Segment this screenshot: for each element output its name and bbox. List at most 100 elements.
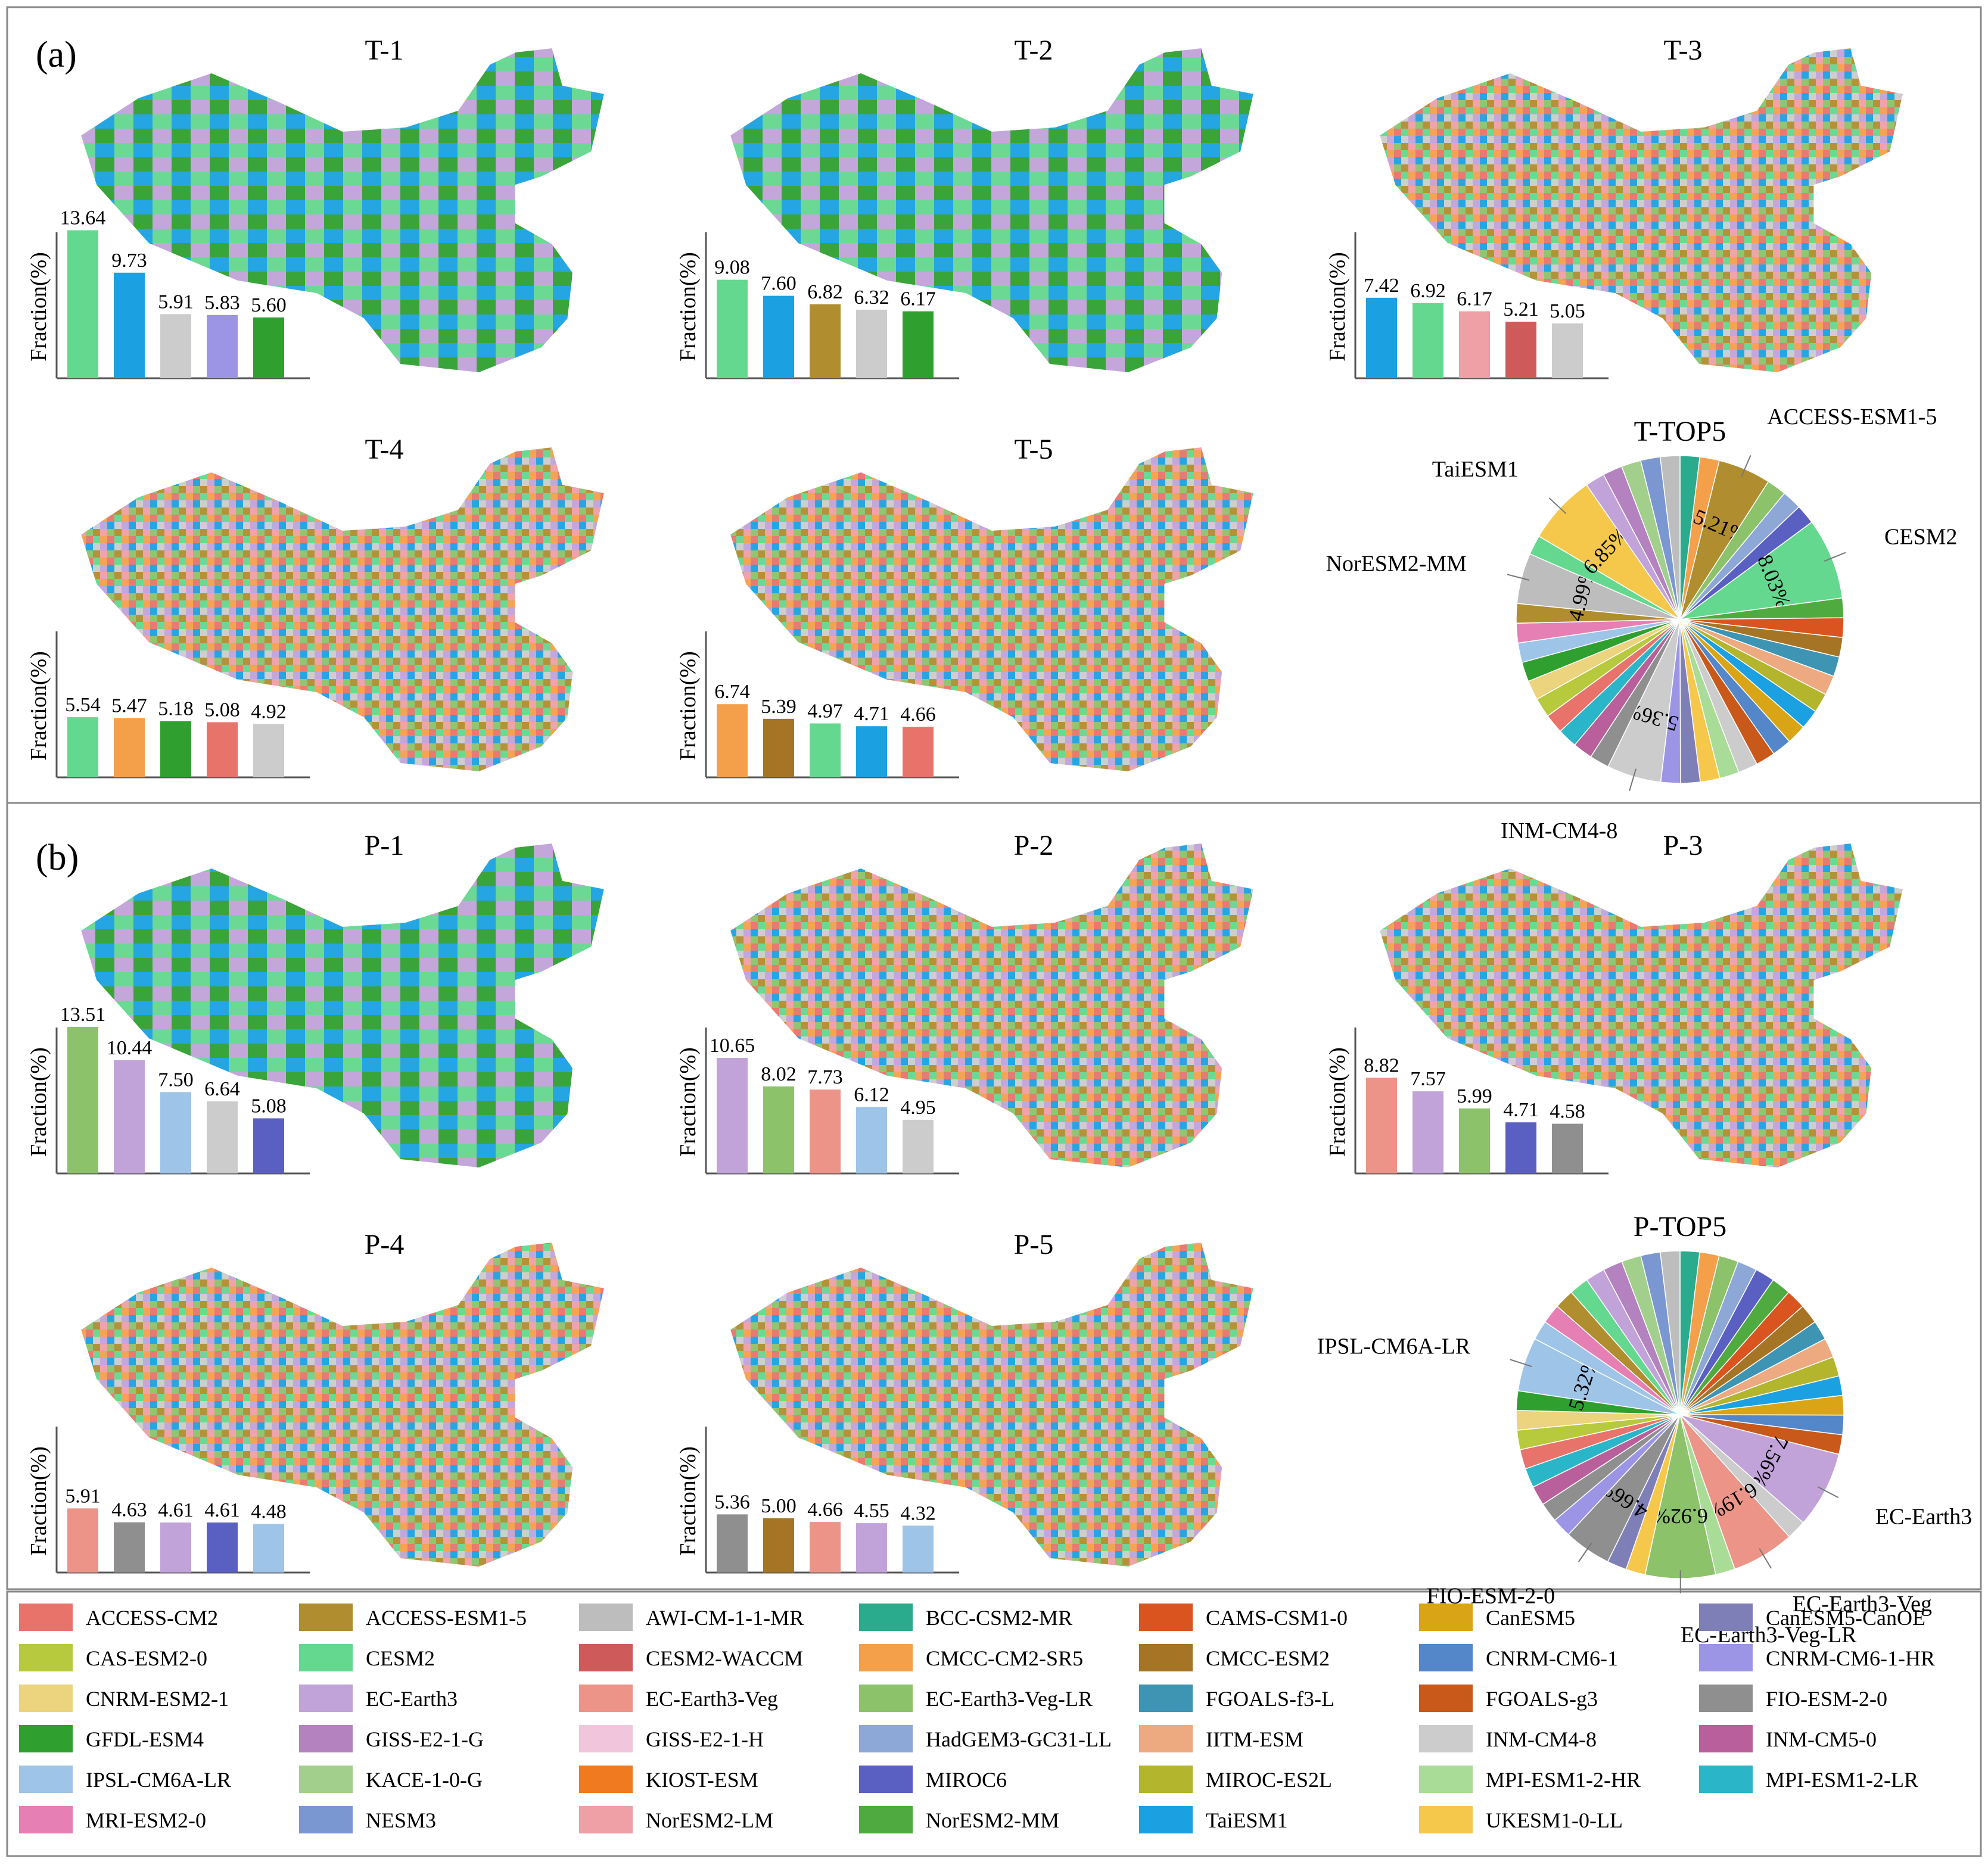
legend-label: NorESM2-LM [646,1808,773,1832]
china-map [729,1241,1255,1568]
legend-label: TaiESM1 [1206,1808,1287,1832]
pie-model-label: NorESM2-MM [1326,552,1467,577]
bar-value-label: 5.91 [65,1485,101,1507]
pie-leader-line [1510,1359,1532,1368]
legend-swatch [579,1685,633,1712]
legend-swatch [19,1685,73,1712]
bar [856,309,887,378]
bar-value-label: 8.02 [761,1063,797,1085]
legend-label: MIROC6 [926,1768,1007,1792]
bar-value-label: 5.99 [1457,1085,1492,1107]
legend-label: EC-Earth3-Veg [646,1687,778,1711]
bar [1552,1123,1583,1173]
legend-label: EC-Earth3-Veg-LR [926,1687,1093,1711]
legend-label: CanESM5-CanOE [1766,1606,1925,1630]
legend-swatch [299,1725,353,1752]
legend-label: CAS-ESM2-0 [86,1646,207,1670]
legend-swatch [299,1806,353,1833]
panel-title: P-3 [1663,830,1703,861]
legend-label: BCC-CSM2-MR [926,1606,1072,1630]
legend-label: FGOALS-f3-L [1206,1687,1334,1711]
bar-value-label: 5.91 [158,291,194,313]
bar [763,295,794,378]
china-map [1378,842,1905,1169]
bar-value-label: 5.39 [761,696,797,718]
bar [856,1107,887,1173]
bar [717,1514,748,1573]
bar [717,279,748,378]
legend-swatch [19,1725,73,1752]
legend-label: GISS-E2-1-H [646,1727,764,1751]
bar-value-label: 4.32 [900,1502,936,1524]
legend-swatch [859,1725,913,1752]
bar-value-label: 5.47 [111,695,147,717]
panel-title: P-5 [1014,1229,1054,1260]
legend-swatch [1139,1604,1193,1631]
bar [67,1026,98,1173]
bar [207,315,238,378]
pie-title: P-TOP5 [1634,1211,1727,1243]
model-legend: ACCESS-CM2 ACCESS-ESM1-5 AWI-CM-1-1-MR BCC-… [19,1604,1935,1833]
pie-leader-line [1507,574,1530,581]
china-map [79,46,606,374]
bar-value-label: 6.92 [1410,280,1446,302]
bar-value-label: 5.83 [204,292,240,314]
bar [67,1508,98,1573]
bar [253,1118,284,1173]
bar-value-label: 5.08 [204,699,240,721]
panel-title: T-5 [1015,434,1053,465]
legend-label: IITM-ESM [1206,1727,1303,1751]
bar [160,1522,191,1573]
legend-label: CESM2 [366,1646,435,1670]
panel-b-frame [6,802,1982,1590]
bar [1552,323,1583,378]
bar [810,304,841,378]
bar [207,1522,238,1573]
bar-value-label: 4.71 [854,703,889,725]
legend-label: CESM2-WACCM [646,1646,803,1670]
china-map [79,446,606,773]
pie-model-label: CESM2 [1884,524,1957,549]
legend-label: CNRM-CM6-1 [1486,1646,1618,1670]
legend-label: NESM3 [366,1808,436,1832]
panel-a-label: (a) [36,35,77,75]
china-map [729,842,1255,1169]
bar [1459,1108,1490,1173]
bar-value-label: 4.92 [251,700,287,723]
bar-value-label: 4.61 [204,1499,240,1521]
legend-label: ACCESS-CM2 [86,1606,218,1630]
legend-label: IPSL-CM6A-LR [86,1768,231,1792]
legend-swatch [1699,1725,1753,1752]
legend-label: INM-CM4-8 [1486,1727,1597,1751]
bar [763,1518,794,1573]
legend-label: MIROC-ES2L [1206,1768,1332,1792]
legend-label: FGOALS-g3 [1486,1687,1598,1711]
y-axis-label: Fraction(%) [26,252,51,362]
legend-label: KIOST-ESM [646,1768,758,1792]
bar [856,1523,887,1573]
legend-label: MRI-ESM2-0 [86,1808,206,1832]
y-axis-label: Fraction(%) [26,1047,51,1157]
legend-swatch [299,1604,353,1631]
bar-value-label: 7.60 [761,273,797,295]
bar [1366,1078,1397,1173]
china-map [729,446,1255,773]
bar-value-label: 13.51 [60,1004,106,1026]
legend-swatch [1419,1725,1473,1752]
bar-value-label: 4.97 [807,700,843,722]
legend-swatch [19,1806,73,1833]
legend-swatch [1139,1766,1193,1793]
legend-swatch [579,1644,633,1671]
pie-leader-line [1818,1486,1839,1498]
bar-value-label: 10.44 [107,1037,153,1059]
bar-value-label: 6.32 [854,287,889,309]
panel-title: P-1 [365,830,405,861]
bar-value-label: 8.82 [1364,1054,1399,1076]
y-axis-label: Fraction(%) [1325,1047,1350,1157]
pie-model-label: ACCESS-ESM1-5 [1767,404,1937,429]
bar [207,722,238,777]
bar-value-label: 4.55 [854,1500,889,1522]
pie-model-label: IPSL-CM6A-LR [1317,1334,1471,1359]
china-map [79,1241,606,1568]
y-axis-label: Fraction(%) [676,1047,701,1157]
